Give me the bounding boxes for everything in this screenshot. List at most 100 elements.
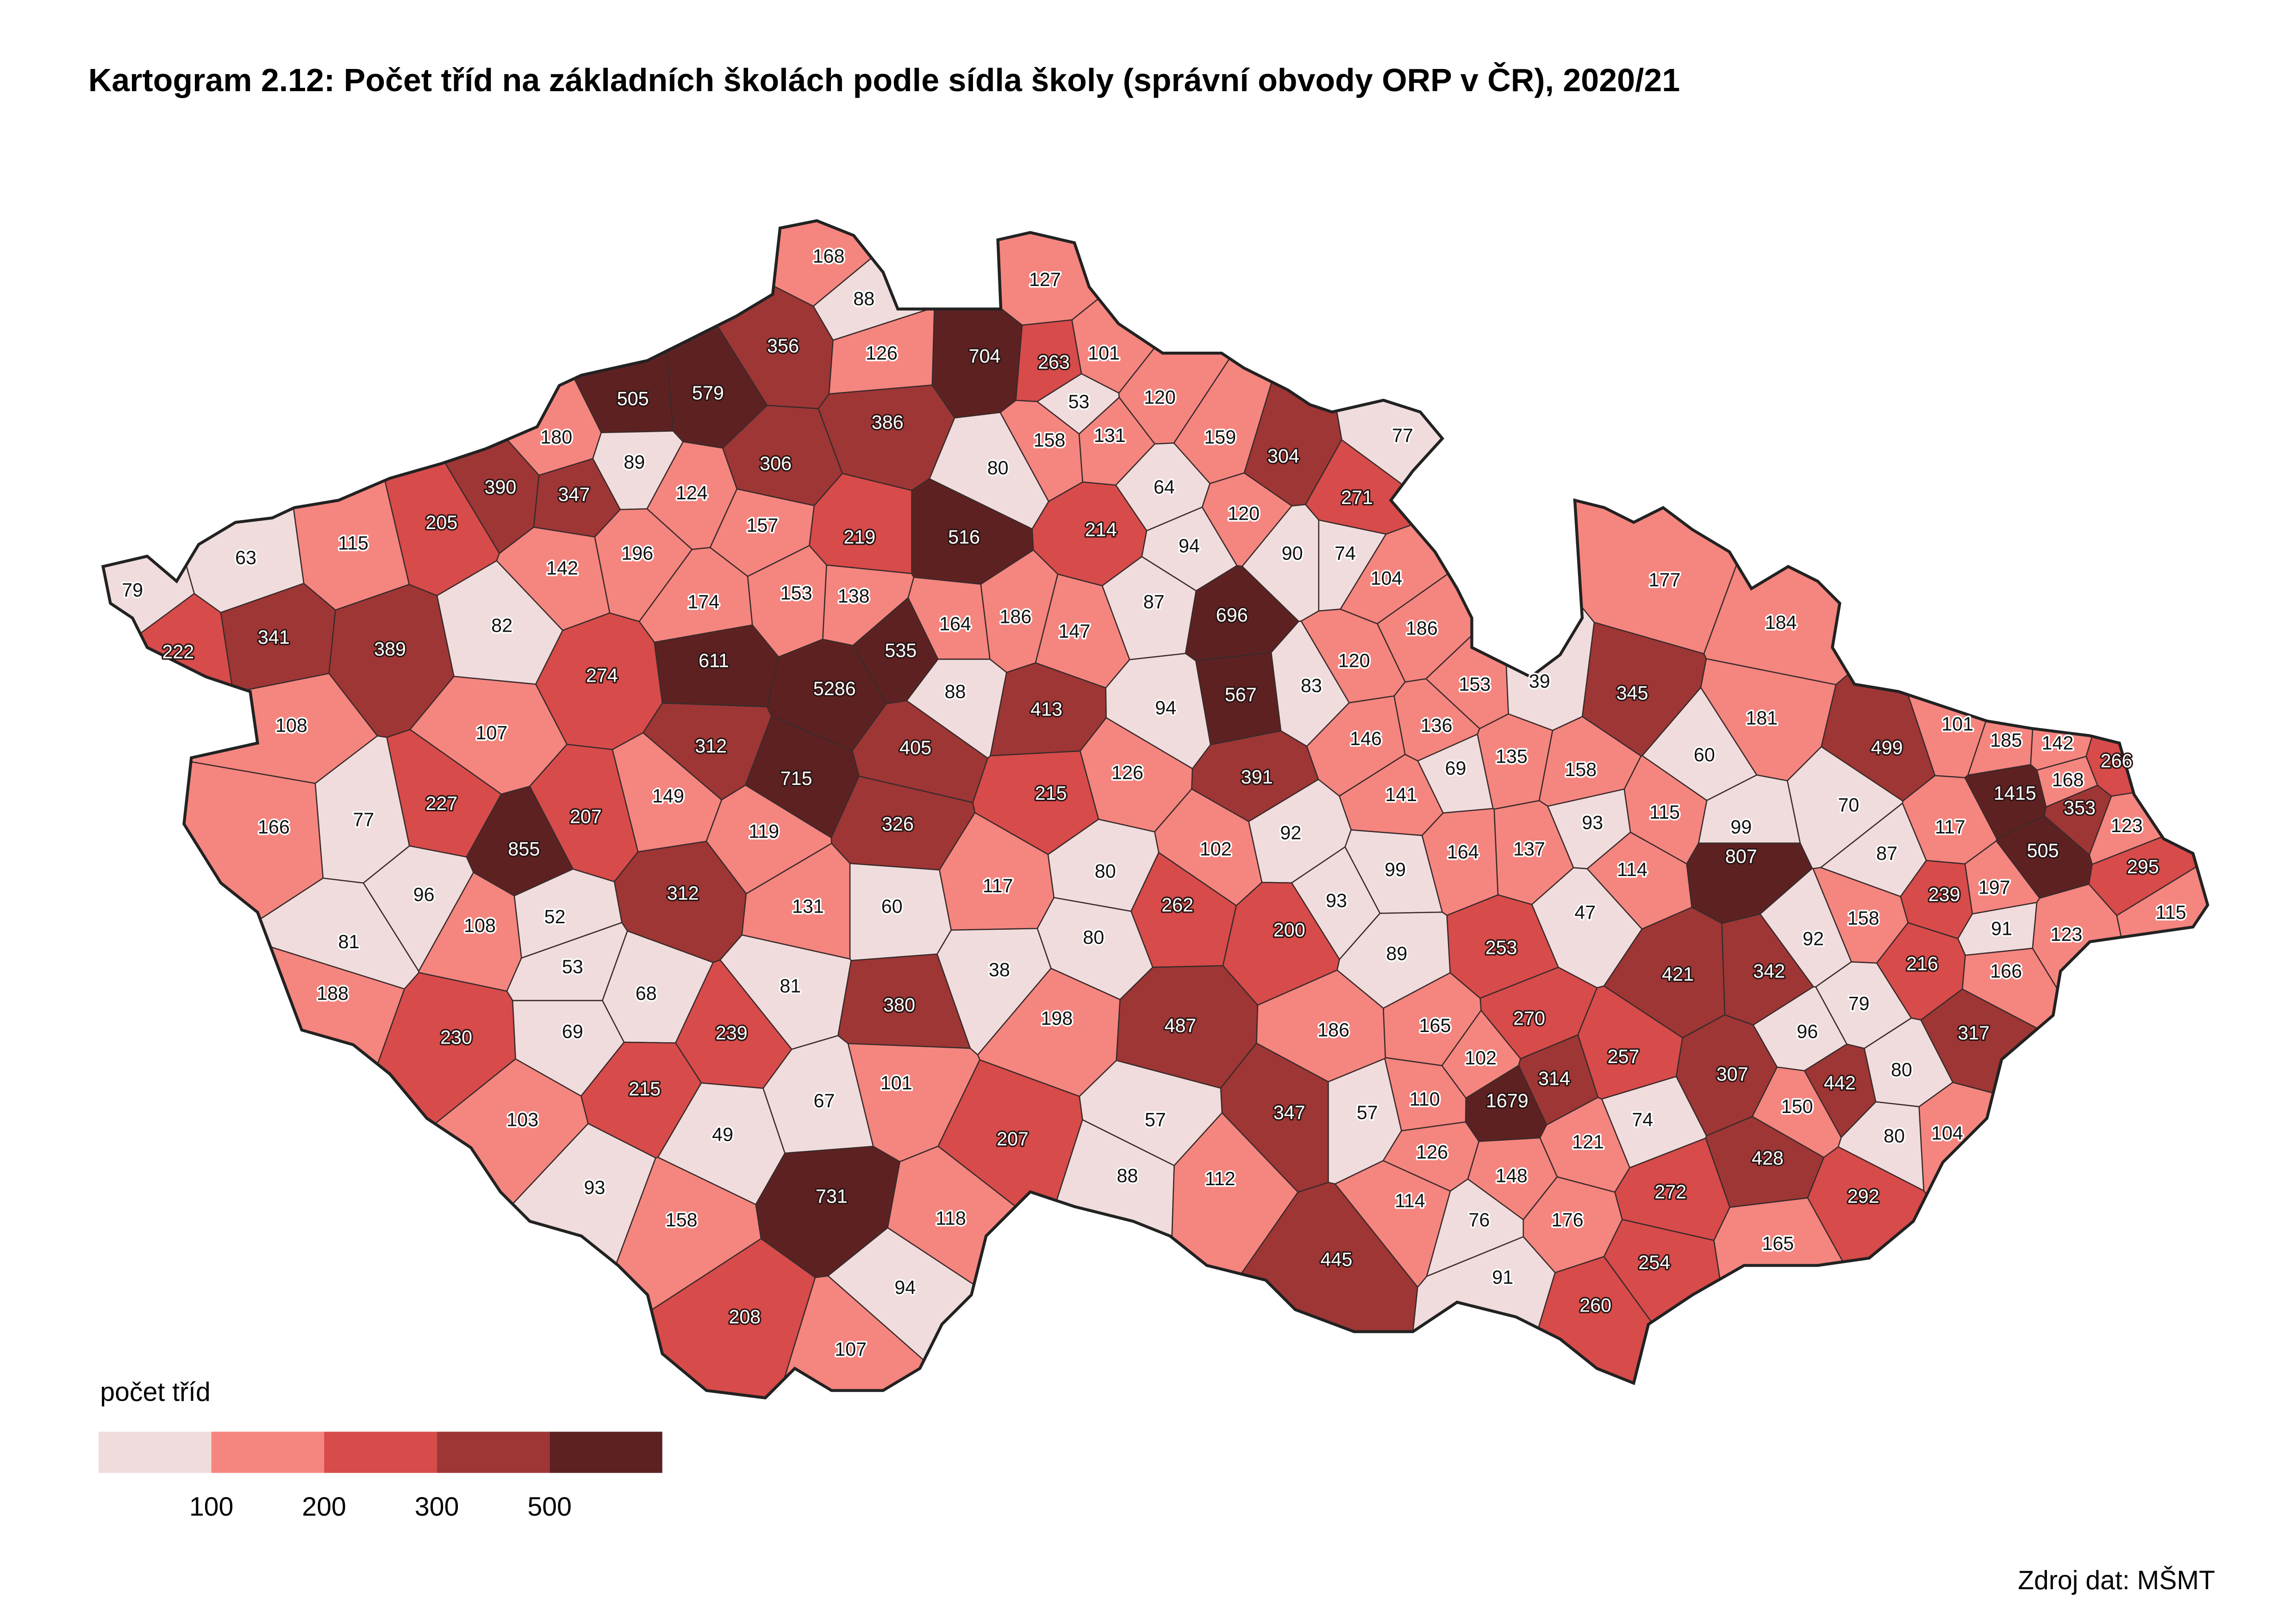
region-label: 118 bbox=[936, 1208, 966, 1229]
region-label: 347 bbox=[1273, 1102, 1305, 1123]
region-label: 126 bbox=[1111, 762, 1143, 783]
legend-break-label: 200 bbox=[302, 1492, 346, 1522]
region-label: 80 bbox=[1083, 927, 1104, 948]
region-label: 295 bbox=[2127, 856, 2159, 877]
region-label: 102 bbox=[1465, 1047, 1497, 1069]
legend-swatch bbox=[549, 1431, 662, 1473]
region-label: 148 bbox=[1496, 1165, 1528, 1187]
region-label: 112 bbox=[1205, 1168, 1235, 1189]
region-label: 60 bbox=[881, 896, 903, 917]
region-label: 93 bbox=[1326, 890, 1347, 911]
region-label: 341 bbox=[258, 627, 290, 648]
region-label: 131 bbox=[792, 896, 824, 917]
region bbox=[489, 220, 967, 307]
region-label: 82 bbox=[491, 615, 512, 636]
region-label: 158 bbox=[1565, 759, 1597, 780]
region-label: 101 bbox=[1941, 713, 1973, 734]
region-label: 186 bbox=[1317, 1020, 1349, 1041]
region-label: 74 bbox=[1632, 1109, 1653, 1131]
region bbox=[2030, 220, 2208, 771]
region-label: 80 bbox=[1891, 1059, 1912, 1081]
region-label: 380 bbox=[883, 995, 915, 1016]
region-label: 89 bbox=[1386, 943, 1407, 964]
region-label: 535 bbox=[885, 640, 917, 661]
region-label: 67 bbox=[814, 1090, 835, 1111]
region-label: 90 bbox=[1282, 543, 1303, 564]
region-label: 104 bbox=[1371, 568, 1403, 589]
legend-break-label: 300 bbox=[415, 1492, 459, 1522]
region-label: 53 bbox=[562, 956, 583, 977]
region-label: 57 bbox=[1357, 1102, 1378, 1123]
region-label: 107 bbox=[475, 722, 507, 743]
legend: 100 200 300 500 bbox=[99, 1431, 662, 1522]
region-label: 186 bbox=[1406, 618, 1438, 639]
region-label: 76 bbox=[1468, 1209, 1490, 1231]
region-label: 499 bbox=[1871, 737, 1903, 758]
region-label: 196 bbox=[621, 543, 653, 564]
region-label: 345 bbox=[1616, 683, 1648, 704]
region-label: 77 bbox=[353, 809, 374, 830]
region-label: 239 bbox=[716, 1022, 748, 1044]
region-label: 271 bbox=[1341, 487, 1373, 508]
region-labels: 168 88 127 356 126 704 263 101 53 505 579 386 120 77 1… bbox=[120, 244, 2188, 1362]
region-label: 104 bbox=[1931, 1122, 1963, 1144]
region bbox=[349, 1237, 816, 1398]
region-label: 222 bbox=[162, 641, 194, 663]
region-label: 74 bbox=[1335, 543, 1356, 564]
region-label: 123 bbox=[2051, 924, 2083, 945]
region-label: 164 bbox=[1447, 841, 1479, 863]
region-label: 96 bbox=[1797, 1021, 1818, 1042]
region-label: 390 bbox=[485, 477, 517, 498]
region-label: 272 bbox=[1654, 1181, 1686, 1202]
region-label: 149 bbox=[652, 785, 684, 807]
region-label: 197 bbox=[1978, 877, 2010, 898]
region-label: 579 bbox=[692, 382, 724, 404]
region-label: 91 bbox=[1991, 918, 2012, 939]
legend-break-label: 100 bbox=[189, 1492, 233, 1522]
region-label: 186 bbox=[999, 606, 1031, 627]
region-label: 107 bbox=[835, 1339, 867, 1360]
region-label: 312 bbox=[695, 735, 727, 757]
region-label: 185 bbox=[1990, 729, 2022, 751]
region-label: 153 bbox=[1459, 674, 1491, 695]
region-label: 165 bbox=[1762, 1233, 1794, 1254]
region-label: 68 bbox=[636, 983, 657, 1004]
region-label: 168 bbox=[813, 245, 845, 267]
region-label: 227 bbox=[425, 793, 457, 814]
region-label: 80 bbox=[987, 457, 1009, 479]
region-label: 181 bbox=[1746, 708, 1778, 729]
region-label: 312 bbox=[667, 883, 699, 904]
region-label: 253 bbox=[1485, 937, 1517, 958]
region-label: 342 bbox=[1753, 961, 1785, 982]
region-label: 207 bbox=[997, 1128, 1029, 1150]
region-label: 421 bbox=[1662, 964, 1694, 985]
legend-swatch bbox=[99, 1431, 212, 1473]
region-label: 177 bbox=[1649, 569, 1681, 591]
region-label: 146 bbox=[1350, 728, 1382, 749]
region-label: 157 bbox=[746, 515, 778, 536]
region-label: 413 bbox=[1030, 699, 1062, 720]
region-label: 715 bbox=[780, 768, 812, 789]
region-label: 92 bbox=[1280, 822, 1301, 844]
region-label: 126 bbox=[866, 342, 898, 364]
region-label: 198 bbox=[1041, 1007, 1073, 1029]
region-label: 93 bbox=[584, 1177, 605, 1198]
region-label: 317 bbox=[1958, 1022, 1990, 1044]
region bbox=[709, 1275, 1153, 1398]
region-label: 696 bbox=[1216, 604, 1248, 626]
region-label: 567 bbox=[1225, 684, 1257, 705]
region-label: 69 bbox=[562, 1021, 583, 1042]
region-label: 124 bbox=[676, 482, 708, 504]
region bbox=[1703, 220, 2208, 685]
region-label: 94 bbox=[1155, 697, 1176, 718]
region-label: 99 bbox=[1730, 816, 1752, 838]
region-label: 166 bbox=[1990, 961, 2022, 982]
region-label: 53 bbox=[1068, 391, 1090, 412]
map-title: Kartogram 2.12: Počet tříd na základních… bbox=[88, 62, 1680, 98]
region-label: 120 bbox=[1144, 387, 1176, 408]
region-label: 108 bbox=[275, 715, 307, 736]
legend-break-label: 500 bbox=[527, 1492, 571, 1522]
region-label: 138 bbox=[838, 585, 870, 607]
